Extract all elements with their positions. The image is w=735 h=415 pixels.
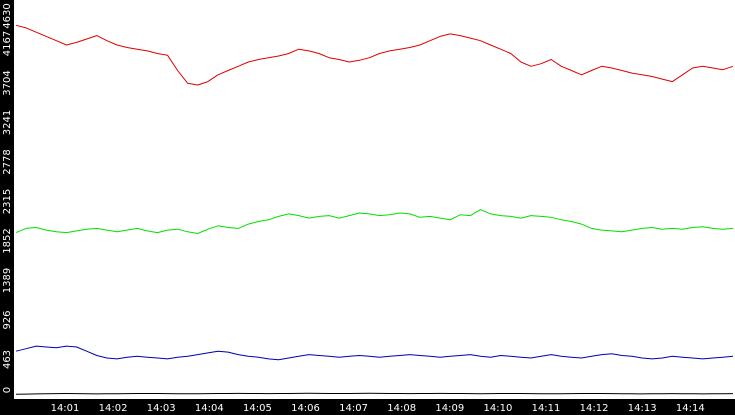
- x-tick-label: 14:12: [580, 403, 609, 414]
- y-tick-label: 2778: [2, 149, 13, 174]
- series-line-3: [15, 392, 734, 395]
- y-tick-label: 463: [2, 350, 13, 369]
- x-tick-label: 14:10: [483, 403, 512, 414]
- x-tick-label: 14:02: [99, 403, 128, 414]
- series-line-2: [15, 345, 734, 361]
- y-tick-label: 2315: [2, 189, 13, 214]
- y-tick-label: 4167: [2, 31, 13, 56]
- x-tick-label: 14:07: [339, 403, 368, 414]
- series-layer: [15, 24, 734, 395]
- y-axis-bar: [0, 0, 14, 415]
- x-tick-label: 14:04: [195, 403, 224, 414]
- y-tick-label: 1852: [2, 228, 13, 253]
- x-tick-label: 14:05: [243, 403, 272, 414]
- y-tick-label: 0: [2, 387, 13, 393]
- x-tick-label: 14:11: [532, 403, 561, 414]
- x-tick-label: 14:14: [676, 403, 705, 414]
- y-tick-label: 926: [2, 310, 13, 329]
- x-tick-label: 14:08: [387, 403, 416, 414]
- y-tick-label: 3704: [2, 70, 13, 95]
- y-tick-label: 3241: [2, 110, 13, 135]
- y-tick-layer: 0 463 926 1389 1852 2315 2778 3241 3704 4167 4630: [2, 3, 13, 393]
- y-tick-label: 1389: [2, 268, 13, 293]
- x-tick-label: 14:01: [51, 403, 80, 414]
- x-tick-layer: 14:01 14:02 14:03 14:04 14:05 14:06 14:07 14:08…: [51, 403, 705, 414]
- series-line-0: [15, 24, 734, 86]
- x-tick-label: 14:13: [628, 403, 657, 414]
- series-line-1: [15, 209, 734, 234]
- x-tick-label: 14:06: [291, 403, 320, 414]
- x-axis-bar: [0, 399, 735, 415]
- x-tick-label: 14:03: [147, 403, 176, 414]
- x-tick-label: 14:09: [435, 403, 464, 414]
- y-tick-label: 4630: [2, 3, 13, 28]
